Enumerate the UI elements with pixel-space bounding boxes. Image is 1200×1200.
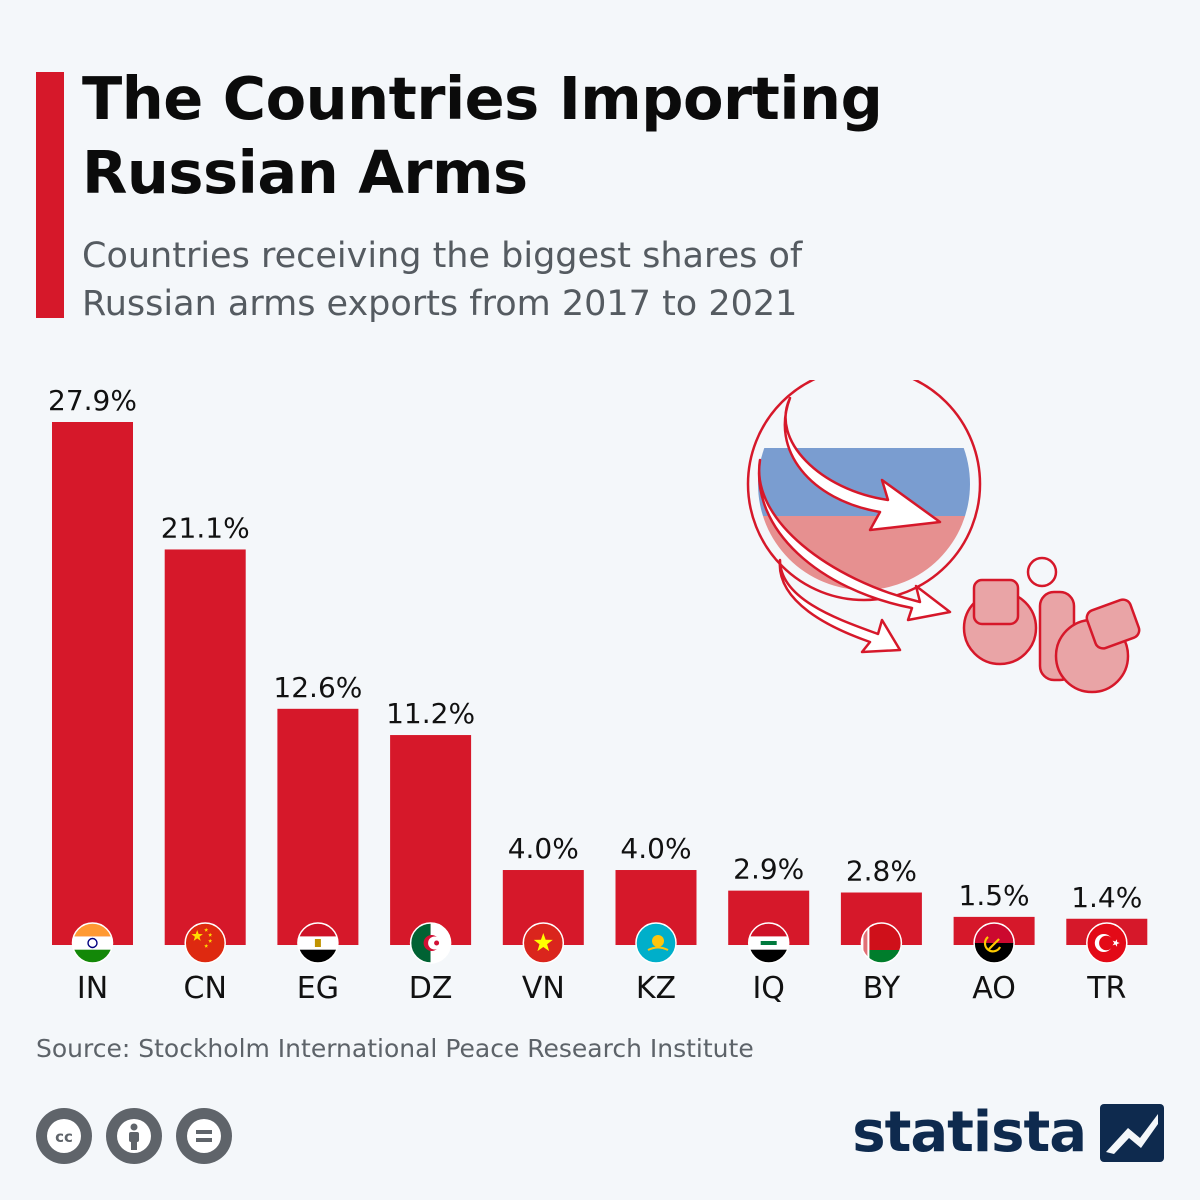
license-icons: cc [36, 1108, 232, 1164]
page-subtitle: Countries receiving the biggest shares o… [82, 236, 803, 324]
x-tick-label: AO [972, 971, 1016, 1006]
statista-logo-icon [1100, 1103, 1164, 1162]
x-tick-label: IQ [752, 971, 784, 1006]
bar-value-label: 4.0% [508, 832, 579, 865]
flag-kazakhstan-icon [636, 923, 676, 963]
flag-ring [973, 922, 1015, 964]
bar-in [52, 422, 133, 945]
flag-algeria-icon [410, 923, 451, 963]
attribution-icon[interactable] [106, 1108, 162, 1164]
x-tick-label: BY [863, 971, 901, 1006]
x-tick-label: EG [297, 971, 339, 1006]
bar-value-label: 21.1% [161, 511, 250, 544]
title-accent-bar [36, 72, 64, 318]
bar-value-label: 1.4% [1071, 881, 1142, 914]
russia-arms-illustration [746, 380, 1141, 694]
brand-name: statista [852, 1100, 1087, 1165]
statista-brand[interactable]: statista [852, 1100, 1164, 1165]
bar-value-label: 2.9% [733, 853, 804, 886]
x-tick-label: TR [1086, 971, 1126, 1006]
bars-group: 27.9% IN 21.1% CN 12.6% EG 11.2% DZ 4.0% VN 4.0% KZ… [48, 384, 1148, 1006]
flag-ring [635, 922, 677, 964]
x-tick-label: KZ [636, 971, 676, 1006]
flag-ring [860, 922, 903, 964]
flag-ring [747, 922, 790, 964]
cc-icon[interactable]: cc [36, 1108, 92, 1164]
x-tick-label: IN [77, 971, 108, 1006]
bar-value-label: 27.9% [48, 384, 137, 417]
bar-eg [277, 708, 359, 945]
svg-text:cc: cc [55, 1128, 73, 1146]
export-arrows-icon [757, 396, 952, 654]
no-derivatives-icon[interactable] [176, 1108, 232, 1164]
x-tick-label: VN [522, 971, 565, 1006]
flag-ring [522, 922, 565, 964]
flag-ring [1086, 922, 1128, 964]
flag-vietnam-icon [523, 923, 564, 963]
flag-ring [297, 922, 339, 964]
flag-angola-icon [974, 923, 1015, 963]
source-note: Source: Stockholm International Peace Re… [36, 1034, 754, 1063]
page-title: The Countries Importing Russian Arms [82, 64, 883, 207]
bar-value-label: 12.6% [273, 671, 362, 704]
flag-ring [71, 922, 114, 964]
bar-value-label: 11.2% [386, 697, 475, 730]
flag-china-icon [185, 923, 226, 963]
bar-dz [390, 735, 472, 945]
bar-value-label: 2.8% [846, 855, 917, 888]
bar-value-label: 4.0% [620, 832, 691, 865]
bar-value-label: 1.5% [959, 879, 1030, 912]
bar-cn [164, 549, 246, 945]
flag-ring [409, 922, 452, 964]
x-tick-label: DZ [409, 971, 453, 1006]
flag-turkey-icon [1086, 923, 1127, 963]
grenades-icon [962, 556, 1141, 694]
x-tick-label: CN [184, 971, 227, 1006]
flag-ring [184, 922, 226, 964]
